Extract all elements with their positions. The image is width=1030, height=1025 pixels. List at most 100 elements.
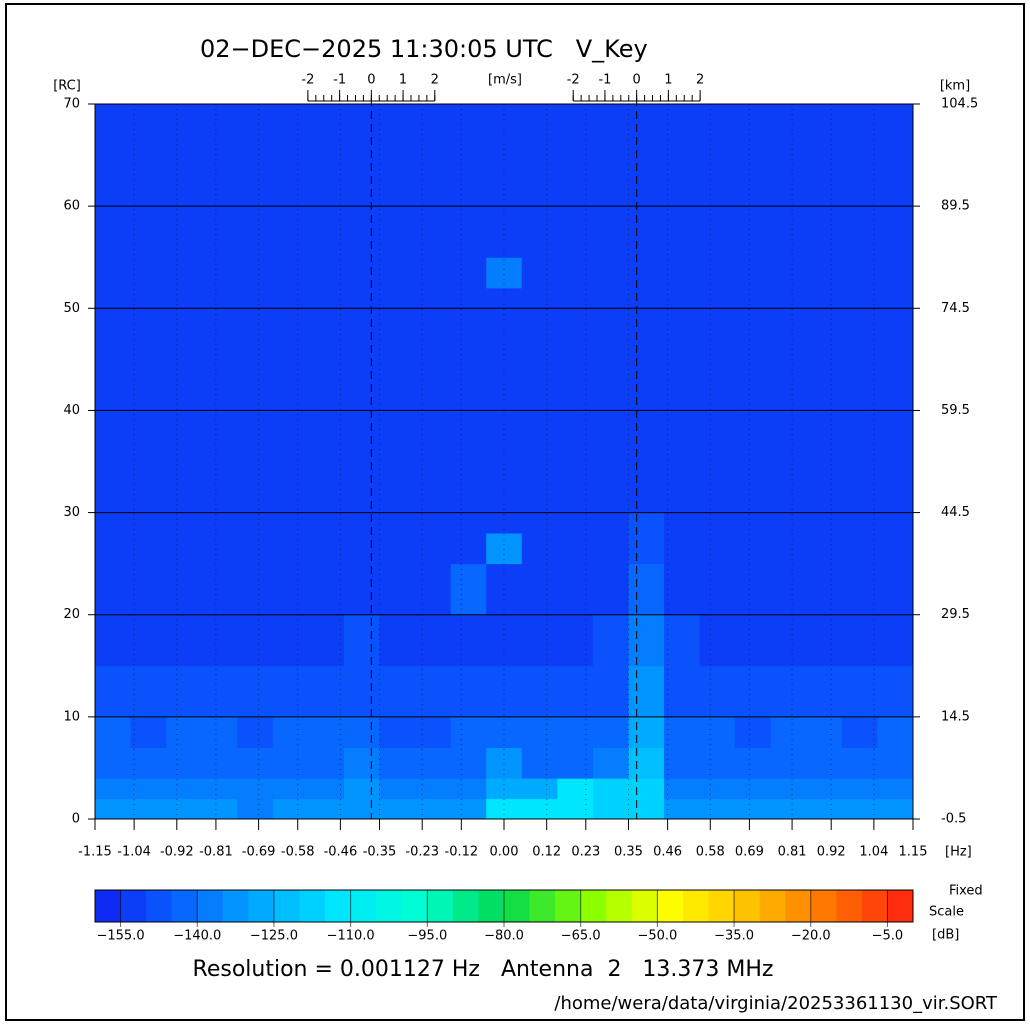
y2-tick-label: 29.5 [941,607,970,622]
heatmap-cell [592,614,629,667]
heatmap-cell [450,747,487,779]
heatmap-cell [486,778,523,800]
heatmap-cell [95,104,132,258]
heatmap-cell [770,512,807,534]
heatmap-cell [486,287,523,514]
heatmap-cell [592,512,629,534]
heatmap-cell [735,665,772,718]
colorbar-box [580,890,607,922]
heatmap-cell [521,287,558,514]
heatmap-cell [308,798,345,820]
y-tick-label: 30 [63,505,80,520]
heatmap-cell [664,665,701,718]
heatmap-cell [735,563,772,616]
heatmap-cell [699,287,736,514]
heatmap-cell [130,512,167,534]
heatmap-cell [806,665,843,718]
y-tick-label: 50 [63,301,80,316]
heatmap-cell [95,614,132,667]
x-tick-label: 0.58 [696,845,725,860]
x-tick-label: 0.23 [571,845,600,860]
heatmap-cell [237,563,274,616]
heatmap-cell [130,747,167,779]
heatmap-cell [557,287,594,514]
heatmap-cell [806,798,843,820]
heatmap-cell [415,665,452,718]
heatmap-cell [841,287,878,514]
heatmap-cell [877,778,914,800]
heatmap-cell [592,287,629,514]
heatmap-cell [379,563,416,616]
heatmap-cell [308,778,345,800]
heatmap-cell [308,716,345,748]
heatmap-cell [308,512,345,534]
x-tick-label: -1.15 [78,845,112,860]
heatmap-cell [343,798,381,820]
velocity-tick-label: 1 [399,73,407,88]
heatmap-cell [95,798,132,820]
heatmap-cell [308,747,345,779]
colorbar-tick-label: −5.0 [872,929,904,944]
heatmap-cell [628,512,665,534]
heatmap-cell [130,533,167,565]
heatmap-cell [272,287,309,514]
heatmap-cell [166,747,203,779]
heatmap-cell [557,716,594,748]
heatmap-cell [343,287,381,514]
heatmap-cell [95,563,132,616]
heatmap-cell [806,287,843,514]
heatmap-cell [628,287,665,514]
colorbar-box [478,890,505,922]
colorbar-box [248,890,275,922]
heatmap-cell [770,716,807,748]
heatmap-cell [770,778,807,800]
x-tick-label: -0.92 [160,845,194,860]
y2-tick-label: 14.5 [941,709,970,724]
heatmap-cell [664,104,701,258]
heatmap-cell [770,287,807,514]
heatmap-cell [521,798,558,820]
heatmap-cell [272,716,309,748]
x-tick-label: -0.58 [281,845,315,860]
colorbar-box [682,890,709,922]
heatmap-cell [130,104,167,258]
colorbar-box [810,890,837,922]
heatmap-cell [308,257,345,289]
heatmap-cell [664,533,701,565]
heatmap-cell [237,798,274,820]
x-tick-label: 1.15 [899,845,928,860]
heatmap-cell [628,778,665,800]
heatmap-cell [272,778,309,800]
heatmap-cell [664,798,701,820]
heatmap-cell [450,665,487,718]
heatmap-cell [308,563,345,616]
plot-border [94,103,914,820]
heatmap-cell [699,104,736,258]
file-path: /home/wera/data/virginia/20253361130_vir… [554,993,998,1014]
heatmap-cell [735,104,772,258]
heatmap-cell [592,716,629,748]
heatmap-cell [343,665,381,718]
colorbar-box [197,890,224,922]
heatmap-cell [201,716,238,748]
y2-tick-label: 104.5 [941,97,978,112]
heatmap-cell [343,563,381,616]
heatmap-cell [557,104,594,258]
heatmap-cell [592,798,629,820]
colorbar-tick-label: −95.0 [407,929,447,944]
heatmap-cell [237,778,274,800]
heatmap-cell [486,716,523,748]
heatmap-cell [415,287,452,514]
heatmap-cell [95,747,132,779]
heatmap-cell [272,533,309,565]
heatmap-cell [237,614,274,667]
colorbar-box [120,890,147,922]
heatmap-cell [450,104,487,258]
y-tick-label: 60 [63,199,80,214]
heatmap-cell [450,287,487,514]
colorbar-tick-label: −20.0 [791,929,831,944]
heatmap-cell [166,798,203,820]
heatmap-cell [379,533,416,565]
heatmap-cell [735,798,772,820]
heatmap-cell [628,257,665,289]
